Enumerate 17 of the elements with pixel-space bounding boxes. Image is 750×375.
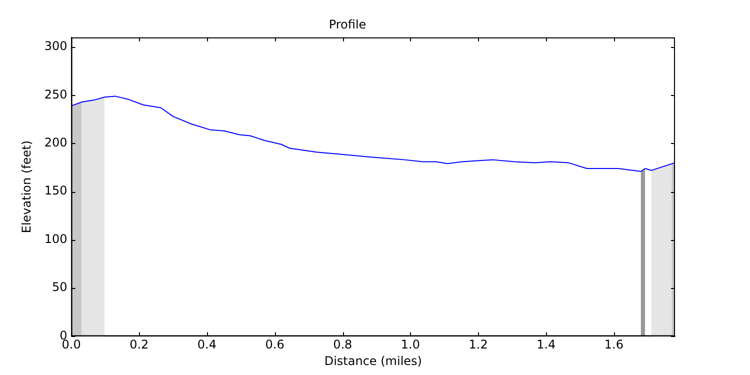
y-tick-label: 100	[44, 232, 68, 246]
x-axis-title: Distance (miles)	[324, 354, 422, 368]
x-tick-label: 1.6	[604, 338, 624, 352]
y-axis-title: Elevation (feet)	[19, 140, 34, 234]
y-tick-label: 250	[44, 87, 68, 102]
x-tick-label: 0.6	[265, 338, 284, 352]
x-tick-label: 0.8	[333, 338, 352, 352]
x-tick-label: 1.4	[536, 338, 556, 352]
x-tick-label: 0.4	[197, 338, 217, 352]
x-tick-label: 1.2	[468, 338, 488, 352]
x-tick-label: 0.2	[130, 338, 149, 352]
chart-title: Profile	[328, 17, 366, 32]
x-tick-label: 1.0	[400, 338, 420, 352]
y-tick-label: 150	[44, 184, 68, 198]
y-tick-label: 200	[44, 136, 68, 150]
y-tick-label: 300	[44, 39, 68, 54]
y-tick-label: 50	[52, 280, 68, 294]
